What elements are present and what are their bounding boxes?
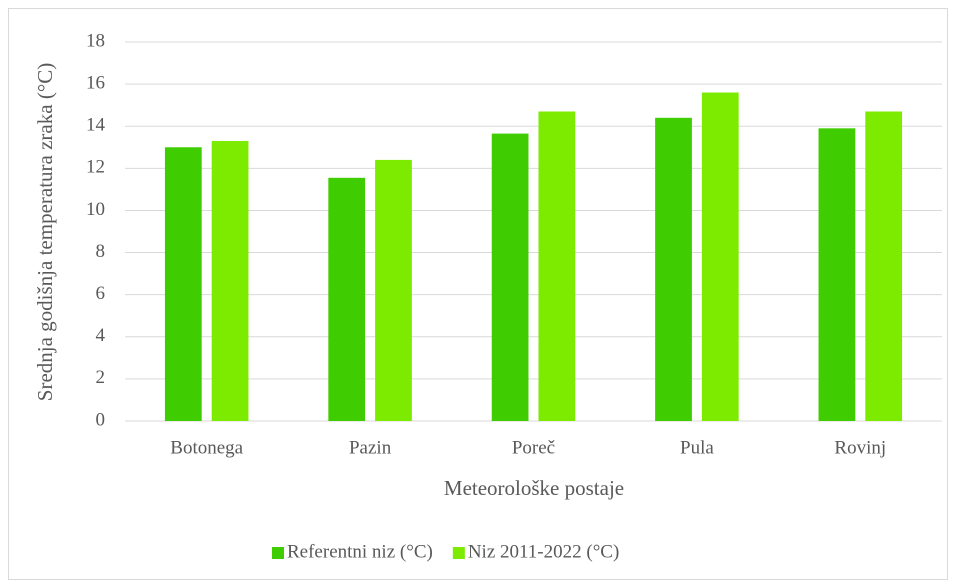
- y-tick-label: 6: [96, 283, 106, 304]
- bar: [328, 177, 366, 421]
- bar: [865, 111, 903, 421]
- bar: [375, 159, 412, 421]
- y-tick-label: 2: [96, 367, 106, 388]
- x-axis-label: Meteorološke postaje: [444, 476, 624, 500]
- y-tick-label: 18: [86, 30, 105, 51]
- y-tick-label: 0: [96, 409, 106, 430]
- bar: [491, 133, 529, 421]
- x-tick-label: Pula: [680, 437, 714, 458]
- y-tick-label: 16: [86, 72, 105, 93]
- bar: [164, 147, 202, 421]
- bar: [538, 111, 576, 421]
- x-tick-label: Poreč: [512, 437, 555, 458]
- y-axis-label: Srednja godišnja temperatura zraka (°C): [33, 63, 57, 401]
- y-tick-label: 14: [86, 115, 106, 136]
- bar: [655, 117, 692, 422]
- legend-swatch: [272, 547, 284, 559]
- x-tick-label: Botonega: [170, 437, 243, 458]
- bar: [211, 140, 249, 421]
- bar: [818, 128, 856, 422]
- legend-swatch: [452, 547, 465, 559]
- y-tick-label: 8: [96, 241, 106, 262]
- x-tick-label: Rovinj: [834, 437, 886, 458]
- y-tick-label: 10: [86, 199, 105, 220]
- legend-label: Referentni niz (°C): [287, 541, 433, 562]
- legend-label: Niz 2011-2022 (°C): [468, 541, 619, 562]
- y-tick-label: 4: [96, 325, 106, 346]
- x-tick-label: Pazin: [349, 437, 392, 458]
- y-tick-label: 12: [86, 157, 105, 178]
- bar: [701, 92, 739, 422]
